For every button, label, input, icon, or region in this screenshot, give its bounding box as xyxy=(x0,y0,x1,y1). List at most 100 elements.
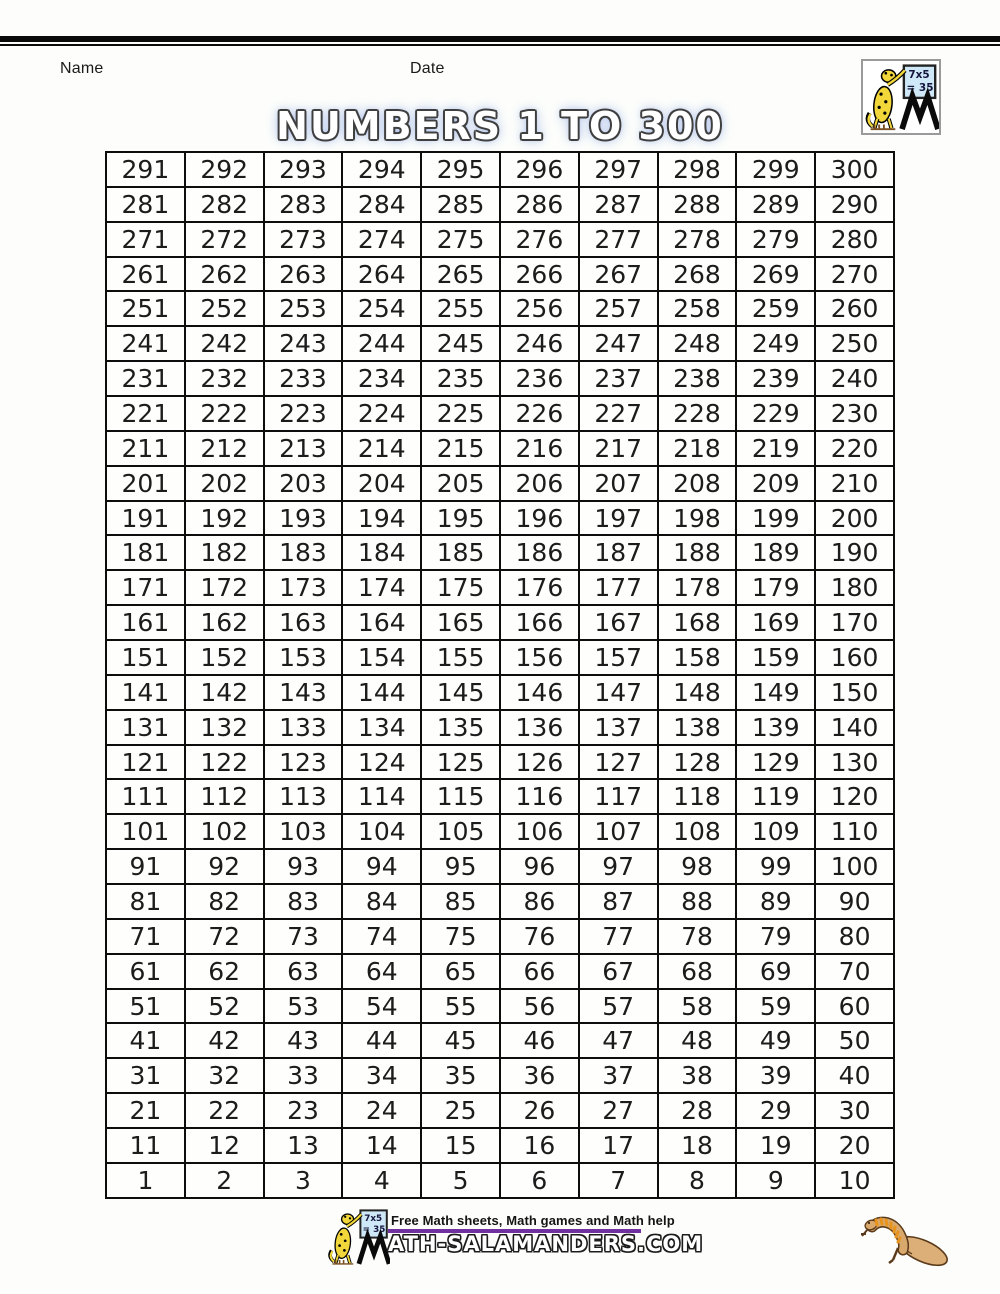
grid-cell: 258 xyxy=(656,290,738,328)
grid-cell: 239 xyxy=(735,360,817,398)
grid-cell: 133 xyxy=(262,708,344,746)
grid-cell: 203 xyxy=(262,464,344,502)
grid-cell: 155 xyxy=(420,639,501,676)
grid-cell: 67 xyxy=(577,952,659,990)
salamander-logo-icon xyxy=(326,1207,390,1265)
grid-cell: 122 xyxy=(183,743,265,781)
grid-cell: 10 xyxy=(814,1161,895,1200)
grid-cell: 192 xyxy=(183,499,265,537)
grid-cell: 194 xyxy=(341,499,423,537)
grid-cell: 14 xyxy=(341,1127,423,1164)
table-row: 51 52 53 54 55 56 57 58 59 60 xyxy=(105,987,895,1025)
grid-cell: 65 xyxy=(420,952,501,990)
grid-cell: 9 xyxy=(735,1161,817,1200)
grid-cell: 152 xyxy=(183,639,265,676)
grid-cell: 56 xyxy=(498,987,580,1025)
grid-cell: 57 xyxy=(577,987,659,1025)
grid-cell: 250 xyxy=(814,325,895,363)
grid-cell: 187 xyxy=(577,534,659,572)
grid-cell: 285 xyxy=(420,185,501,223)
grid-cell: 52 xyxy=(183,987,265,1025)
table-row: 201 202 203 204 205 206 207 208 209 210 xyxy=(105,464,895,502)
grid-cell: 295 xyxy=(420,151,501,188)
table-row: 71 72 73 74 75 76 77 78 79 80 xyxy=(105,917,895,955)
grid-cell: 135 xyxy=(420,708,501,746)
grid-cell: 176 xyxy=(498,569,580,607)
grid-cell: 45 xyxy=(420,1022,501,1060)
grid-cell: 219 xyxy=(735,429,817,467)
grid-cell: 27 xyxy=(577,1092,659,1130)
table-row: 211 212 213 214 215 216 217 218 219 220 xyxy=(105,429,895,467)
grid-cell: 265 xyxy=(420,255,501,293)
table-row: 191 192 193 194 195 196 197 198 199 200 xyxy=(105,499,895,537)
grid-cell: 215 xyxy=(420,429,501,467)
grid-cell: 267 xyxy=(577,255,659,293)
grid-cell: 218 xyxy=(656,429,738,467)
grid-cell: 63 xyxy=(262,952,344,990)
grid-cell: 97 xyxy=(577,848,659,886)
grid-cell: 237 xyxy=(577,360,659,398)
grid-cell: 100 xyxy=(814,848,895,886)
grid-cell: 3 xyxy=(262,1161,344,1200)
grid-cell: 199 xyxy=(735,499,817,537)
table-row: 41 42 43 44 45 46 47 48 49 50 xyxy=(105,1022,895,1060)
grid-cell: 263 xyxy=(262,255,344,293)
grid-cell: 17 xyxy=(577,1127,659,1164)
grid-cell: 20 xyxy=(814,1127,895,1164)
grid-cell: 282 xyxy=(183,185,265,223)
grid-cell: 247 xyxy=(577,325,659,363)
grid-cell: 230 xyxy=(814,395,895,432)
grid-cell: 7 xyxy=(577,1161,659,1200)
site-logo xyxy=(861,59,941,135)
grid-cell: 225 xyxy=(420,395,501,432)
table-row: 31 32 33 34 35 36 37 38 39 40 xyxy=(105,1057,895,1095)
table-row: 11 12 13 14 15 16 17 18 19 20 xyxy=(105,1127,895,1164)
grid-cell: 38 xyxy=(656,1057,738,1095)
grid-cell: 98 xyxy=(656,848,738,886)
grid-cell: 2 xyxy=(183,1161,265,1200)
grid-cell: 116 xyxy=(498,778,580,816)
grid-cell: 22 xyxy=(183,1092,265,1130)
table-row: 101 102 103 104 105 106 107 108 109 110 xyxy=(105,813,895,851)
grid-cell: 58 xyxy=(656,987,738,1025)
grid-cell: 8 xyxy=(656,1161,738,1200)
grid-cell: 288 xyxy=(656,185,738,223)
grid-cell: 162 xyxy=(183,604,265,642)
grid-cell: 91 xyxy=(105,848,186,886)
grid-cell: 93 xyxy=(262,848,344,886)
grid-cell: 141 xyxy=(105,673,186,711)
grid-cell: 11 xyxy=(105,1127,186,1164)
grid-cell: 26 xyxy=(498,1092,580,1130)
table-row: 251 252 253 254 255 256 257 258 259 260 xyxy=(105,290,895,328)
grid-cell: 254 xyxy=(341,290,423,328)
grid-cell: 165 xyxy=(420,604,501,642)
grid-cell: 60 xyxy=(814,987,895,1025)
grid-cell: 197 xyxy=(577,499,659,537)
grid-cell: 15 xyxy=(420,1127,501,1164)
grid-cell: 167 xyxy=(577,604,659,642)
grid-cell: 130 xyxy=(814,743,895,781)
footer-site-text: ATH-SALAMANDERS.COM xyxy=(388,1232,704,1256)
grid-cell: 232 xyxy=(183,360,265,398)
grid-cell: 147 xyxy=(577,673,659,711)
grid-cell: 107 xyxy=(577,813,659,851)
grid-cell: 86 xyxy=(498,883,580,920)
grid-cell: 257 xyxy=(577,290,659,328)
grid-cell: 128 xyxy=(656,743,738,781)
grid-cell: 94 xyxy=(341,848,423,886)
grid-cell: 244 xyxy=(341,325,423,363)
grid-cell: 160 xyxy=(814,639,895,676)
grid-cell: 273 xyxy=(262,220,344,258)
grid-cell: 300 xyxy=(814,151,895,188)
grid-cell: 256 xyxy=(498,290,580,328)
grid-cell: 186 xyxy=(498,534,580,572)
grid-cell: 1 xyxy=(105,1161,186,1200)
table-row: 161 162 163 164 165 166 167 168 169 170 xyxy=(105,604,895,642)
table-row: 131 132 133 134 135 136 137 138 139 140 xyxy=(105,708,895,746)
grid-cell: 19 xyxy=(735,1127,817,1164)
grid-cell: 150 xyxy=(814,673,895,711)
table-row: 121 122 123 124 125 126 127 128 129 130 xyxy=(105,743,895,781)
grid-cell: 80 xyxy=(814,917,895,955)
grid-cell: 143 xyxy=(262,673,344,711)
table-row: 141 142 143 144 145 146 147 148 149 150 xyxy=(105,673,895,711)
